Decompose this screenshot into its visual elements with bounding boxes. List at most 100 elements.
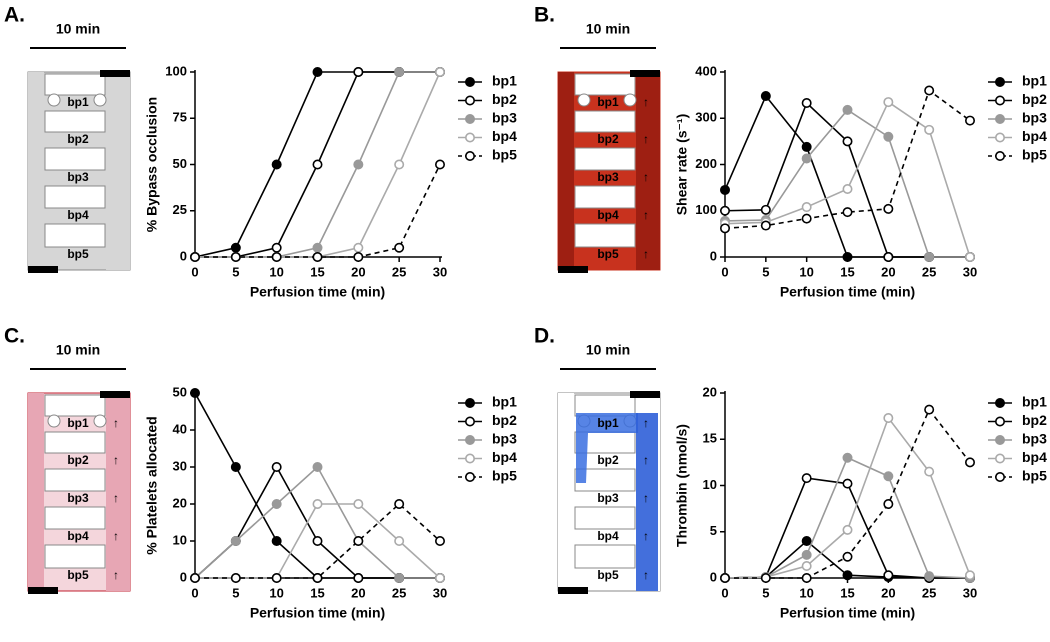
data-point xyxy=(271,461,282,472)
series-line xyxy=(194,465,440,579)
data-point xyxy=(842,452,853,463)
y-tick-label: 0 xyxy=(710,569,717,584)
data-point xyxy=(801,535,812,546)
diagram-window xyxy=(574,468,636,492)
data-point xyxy=(190,252,201,263)
diagram-block xyxy=(100,391,130,398)
legend-label: bp4 xyxy=(492,449,517,465)
data-point xyxy=(924,124,935,135)
flow-arrow: ↑ xyxy=(643,95,649,109)
x-tick-label: 0 xyxy=(191,264,198,279)
data-point xyxy=(434,159,445,170)
y-tick-label: 40 xyxy=(173,421,187,436)
y-tick-label: 20 xyxy=(173,495,187,510)
x-tick-label: 10 xyxy=(269,264,283,279)
y-tick-label: 15 xyxy=(703,431,717,446)
data-point xyxy=(312,461,323,472)
legend-marker xyxy=(994,434,1005,445)
legend-marker xyxy=(464,77,475,88)
data-point xyxy=(801,213,812,224)
data-point xyxy=(434,572,445,583)
data-point xyxy=(883,471,894,482)
x-tick-label: 5 xyxy=(232,585,239,600)
data-point xyxy=(353,159,364,170)
y-tick-label: 100 xyxy=(695,202,717,217)
flow-arrow: ↑ xyxy=(643,453,649,467)
data-point xyxy=(964,252,975,263)
y-axis-label: Thrombin (nmol/s) xyxy=(674,424,690,547)
data-point xyxy=(964,457,975,468)
legend-marker xyxy=(994,77,1005,88)
diagram-window xyxy=(574,394,636,417)
x-tick-label: 0 xyxy=(191,585,198,600)
legend-marker xyxy=(464,132,475,143)
data-point xyxy=(842,478,853,489)
data-point xyxy=(842,184,853,195)
diagram-rail xyxy=(106,393,130,591)
legend-marker xyxy=(994,95,1005,106)
data-point xyxy=(924,571,935,582)
x-tick-label: 30 xyxy=(963,264,977,279)
diagram-window xyxy=(574,185,636,209)
x-tick-label: 15 xyxy=(310,264,324,279)
diagram-label: bp1 xyxy=(597,416,619,430)
legend-marker xyxy=(464,434,475,445)
data-point xyxy=(394,498,405,509)
data-point xyxy=(312,498,323,509)
data-point xyxy=(964,115,975,126)
y-tick-label: 20 xyxy=(703,384,717,399)
diagram-window xyxy=(574,506,636,530)
legend-marker xyxy=(464,471,475,482)
y-tick-label: 50 xyxy=(173,156,187,171)
data-point xyxy=(353,242,364,253)
data-point xyxy=(230,252,241,263)
diagram-window xyxy=(574,223,636,248)
data-point xyxy=(801,549,812,560)
data-point xyxy=(842,252,853,263)
diagram-port xyxy=(93,93,107,107)
data-point xyxy=(271,572,282,583)
panel-label: B. xyxy=(534,4,555,27)
data-point xyxy=(760,572,771,583)
diagram-block xyxy=(630,70,660,77)
x-tick-label: 20 xyxy=(881,264,895,279)
legend-label: bp5 xyxy=(492,468,517,484)
diagram-label: bp5 xyxy=(67,247,89,261)
legend-marker xyxy=(464,95,475,106)
data-point xyxy=(801,153,812,164)
diagram-window xyxy=(574,147,636,171)
x-axis-label: Perfusion time (min) xyxy=(250,605,385,621)
data-point xyxy=(190,387,201,398)
x-tick-label: 30 xyxy=(433,264,447,279)
diagram-label: bp1 xyxy=(67,95,89,109)
x-tick-label: 10 xyxy=(799,585,813,600)
diagram-rail xyxy=(558,393,574,591)
series-line xyxy=(194,465,440,579)
data-point xyxy=(719,223,730,234)
data-point xyxy=(271,252,282,263)
diagram-label: bp5 xyxy=(597,568,619,582)
data-point xyxy=(842,104,853,115)
diagram-rail xyxy=(106,72,130,270)
data-point xyxy=(353,498,364,509)
diagram-port xyxy=(577,93,591,107)
legend-label: bp5 xyxy=(492,147,517,163)
diagram-window xyxy=(574,73,636,96)
x-tick-label: 5 xyxy=(762,585,769,600)
scale-label: 10 min xyxy=(586,342,630,358)
x-axis-label: Perfusion time (min) xyxy=(780,605,915,621)
x-tick-label: 20 xyxy=(881,585,895,600)
x-tick-label: 25 xyxy=(922,264,936,279)
flow-region xyxy=(576,413,638,483)
diagram-window xyxy=(574,544,636,569)
legend-label: bp5 xyxy=(1022,147,1047,163)
data-point xyxy=(964,570,975,581)
legend-marker xyxy=(994,114,1005,125)
legend-label: bp2 xyxy=(492,412,517,428)
data-point xyxy=(842,570,853,581)
scale-label: 10 min xyxy=(56,21,100,37)
legend-marker xyxy=(464,151,475,162)
diagram-label: bp3 xyxy=(597,170,619,184)
legend-label: bp3 xyxy=(1022,431,1047,447)
